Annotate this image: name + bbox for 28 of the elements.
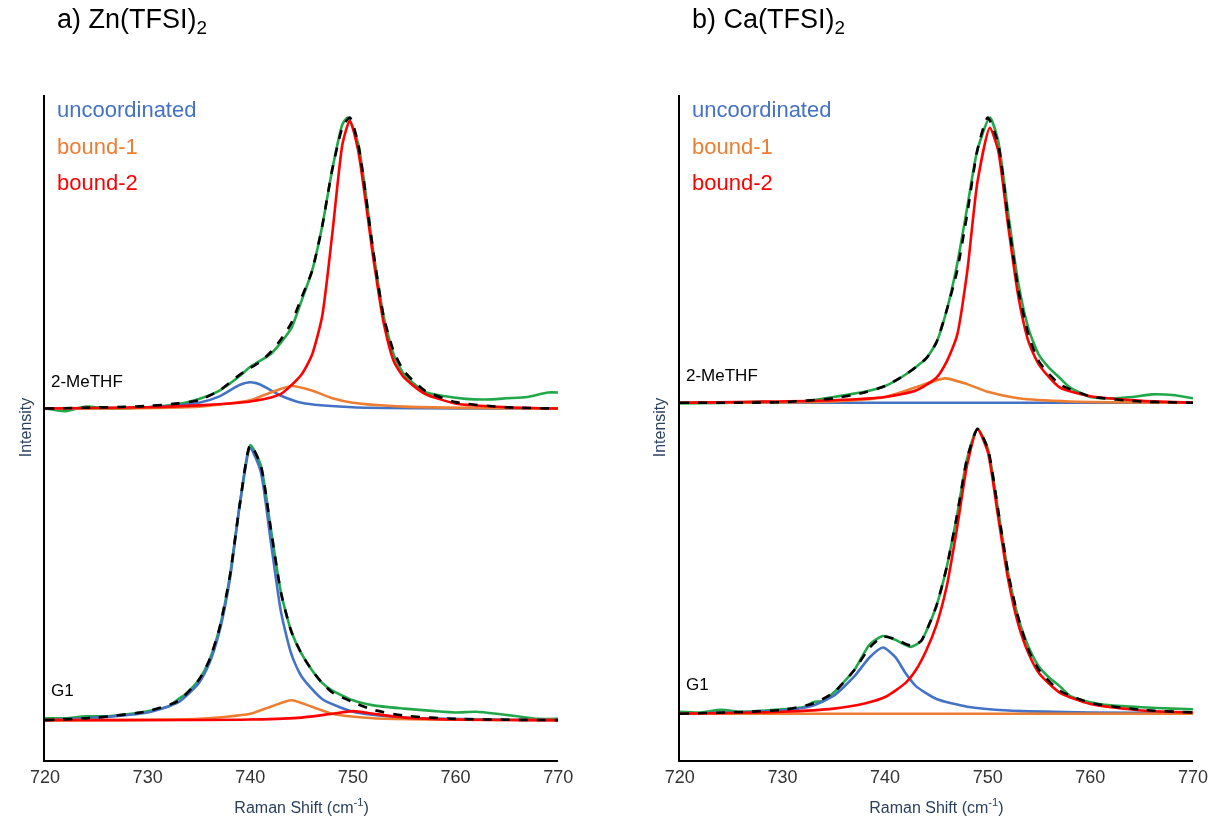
x-axis-title: Raman Shift (cm$^{-1}$): [869, 795, 1004, 816]
x-tick-label: 730: [767, 767, 798, 788]
x-axis-title: Raman Shift (cm$^{-1}$): [234, 795, 369, 816]
x-tick-label: 770: [543, 767, 574, 788]
y-axis-title: Intensity: [16, 397, 34, 458]
text: bound-1: [692, 134, 773, 159]
x-tick-label: 760: [1075, 767, 1106, 788]
x-tick-label: 750: [337, 767, 368, 788]
annotation: G1: [51, 681, 74, 700]
annotation: G1: [686, 675, 709, 694]
x-tick-label: 770: [1177, 767, 1209, 788]
x-tick-label: 740: [870, 767, 901, 788]
x-tick-label: 720: [664, 767, 695, 788]
chart-title: a) Zn(TFSI)$_{2}$: [57, 4, 208, 38]
x-tick-label: 730: [132, 767, 163, 788]
chart-title: b) Ca(TFSI)$_{2}$: [692, 4, 846, 38]
annotation: 2-MeTHF: [686, 366, 758, 385]
x-tick-label: 720: [29, 767, 61, 788]
text: bound-2: [692, 170, 773, 195]
text: uncoordinated: [57, 97, 197, 122]
y-axis-title: Intensity: [651, 397, 669, 458]
text: uncoordinated: [692, 97, 832, 122]
text: bound-2: [57, 170, 138, 195]
x-tick-label: 740: [235, 767, 266, 788]
x-tick-label: 750: [972, 767, 1003, 788]
x-tick-label: 760: [440, 767, 471, 788]
text: bound-1: [57, 134, 138, 159]
annotation: 2-MeTHF: [51, 372, 123, 391]
